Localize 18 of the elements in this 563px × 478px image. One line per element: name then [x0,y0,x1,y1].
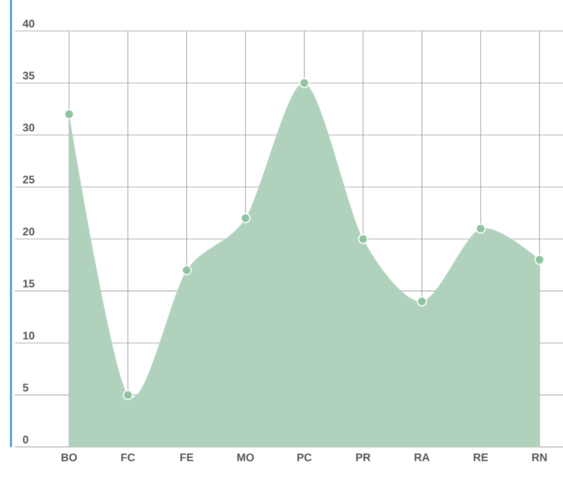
x-tick-label: RN [532,454,547,462]
x-tick-label: RA [414,454,430,462]
y-tick-label: 30 [22,124,34,132]
x-tick-label: RE [474,454,488,462]
x-tick-label: FC [121,454,135,462]
y-tick-label: 35 [22,72,34,80]
y-tick-label: 25 [22,176,34,184]
y-tick-label: 5 [22,384,28,392]
x-tick-label: MO [237,454,254,462]
y-tick-label: 0 [22,436,28,444]
y-tick-label: 20 [22,228,34,236]
x-tick-label: FE [180,454,194,462]
y-tick-label: 15 [23,280,34,288]
x-tick-label: BO [62,454,77,462]
x-tick-label: PR [356,454,370,462]
x-tick-label: PC [297,454,312,462]
y-tick-label: 10 [23,332,34,340]
y-tick-label: 40 [22,20,34,28]
